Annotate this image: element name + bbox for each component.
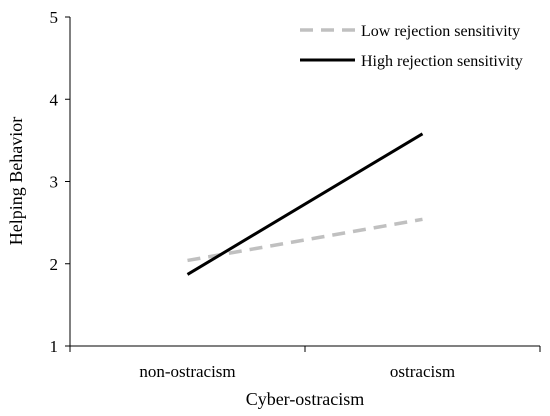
legend-label: Low rejection sensitivity [361,23,520,40]
series-line-low-rejection [187,217,423,263]
x-tick-label: non-ostracism [139,362,235,381]
x-axis: non-ostracism ostracism [69,345,541,381]
y-axis-title: Helping Behavior [6,117,26,245]
y-tick-label: 4 [50,90,59,109]
y-axis: 1 2 3 4 5 [50,8,71,356]
legend-label: High rejection sensitivity [361,53,523,70]
y-tick-label: 3 [50,173,59,192]
y-tick-label: 1 [50,337,59,356]
x-axis-title: Cyber-ostracism [246,389,365,409]
y-tick-label: 5 [50,8,59,27]
legend: Low rejection sensitivity High rejection … [300,23,523,70]
series-layer [186,132,424,276]
x-tick-label: ostracism [390,362,455,381]
y-tick-label: 2 [50,255,59,274]
series-line-high-rejection [186,132,424,276]
